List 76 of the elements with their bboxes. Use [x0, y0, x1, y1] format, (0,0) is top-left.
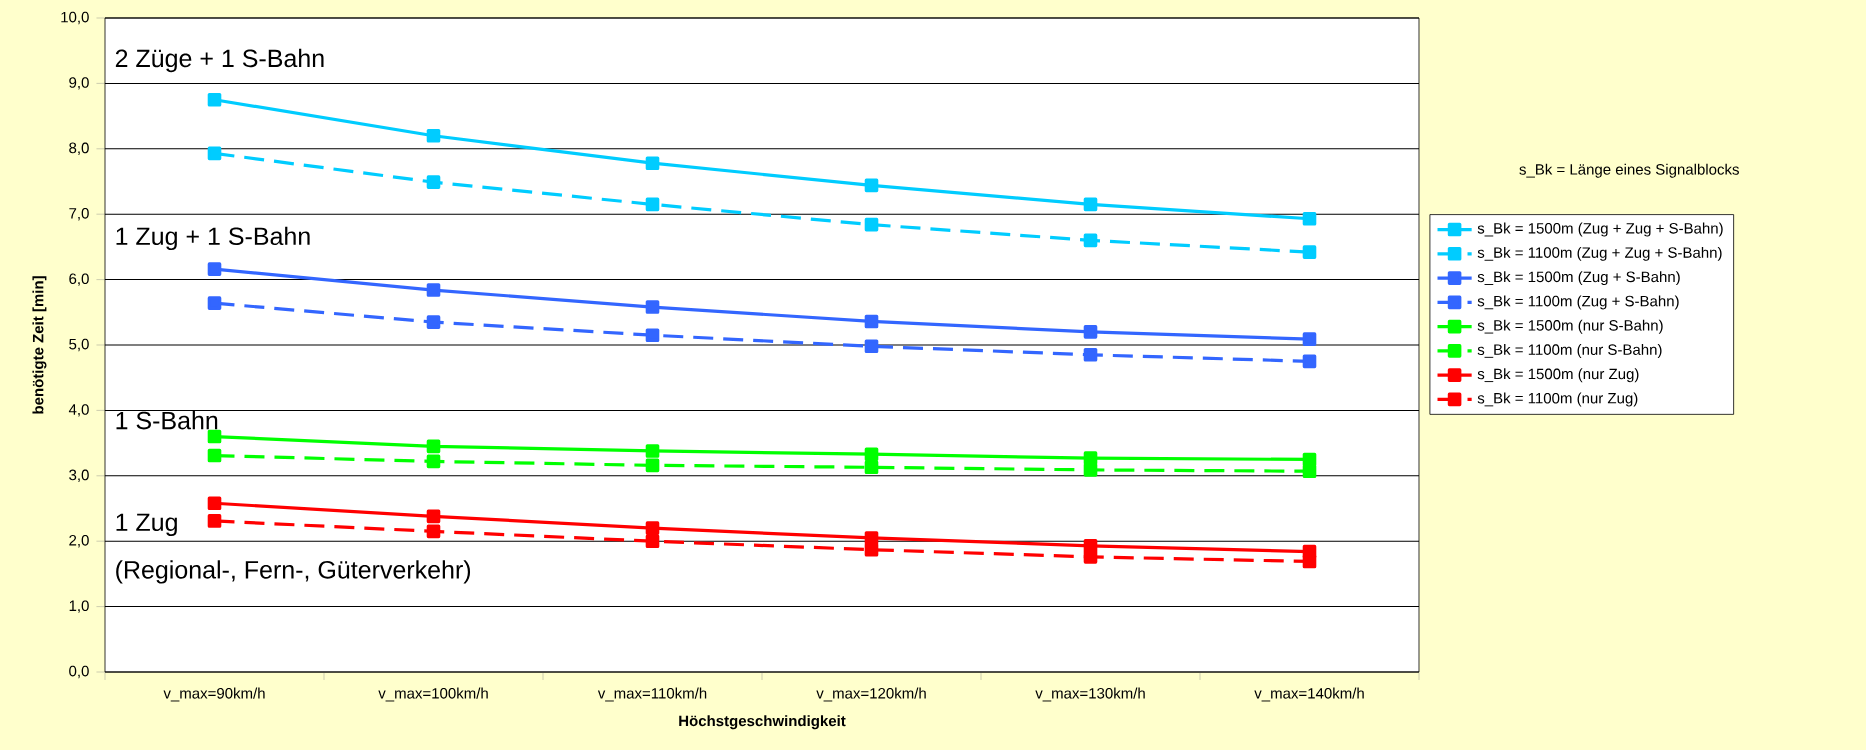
- annotation: 1 Zug: [116, 513, 177, 537]
- annotation: 2 Züge + 1 S-Bahn: [115, 48, 324, 73]
- point: [645, 534, 660, 548]
- x-tick-label: v_max=140km/h: [1254, 687, 1364, 702]
- point: [207, 496, 222, 511]
- point: [864, 339, 879, 354]
- point: [1083, 550, 1098, 564]
- x-tick-label: v_max=130km/h: [1035, 687, 1145, 702]
- point: [1302, 464, 1317, 479]
- legend-label: s_Bk = 1500m (Zug + S-Bahn): [1477, 271, 1680, 286]
- point: [645, 444, 660, 458]
- point: [207, 296, 222, 310]
- point: [645, 328, 660, 342]
- y-tick-label: 0,0: [69, 665, 89, 679]
- point: [1083, 463, 1098, 477]
- y-tick-label: 9,0: [69, 77, 89, 90]
- y-tick-label: 4,0: [68, 404, 89, 417]
- y-tick-label: 1,0: [69, 600, 89, 613]
- y-axis-title: benötigte Zeit [min]: [32, 276, 47, 414]
- point: [426, 524, 441, 539]
- point: [645, 458, 660, 473]
- legend-label: s_Bk = 1500m (nur S-Bahn): [1477, 319, 1663, 334]
- point: [864, 542, 879, 557]
- y-tick-label: 3,0: [69, 469, 89, 482]
- y-tick-label: 8,0: [69, 142, 89, 155]
- point: [207, 262, 222, 276]
- point: [864, 314, 879, 329]
- point: [1083, 348, 1098, 362]
- legend-label: s_Bk = 1500m (nur Zug): [1477, 368, 1639, 383]
- y-tick-label: 6,0: [69, 273, 89, 286]
- y-tick-label: 5,0: [69, 338, 89, 352]
- y-tick-label: 2,0: [69, 535, 89, 548]
- point: [864, 178, 879, 193]
- point: [1302, 245, 1317, 259]
- x-tick-label: v_max=100km/h: [378, 687, 488, 702]
- annotation: (Regional-, Fern-, Güterverkehr): [116, 560, 471, 584]
- y-tick-label: 10,0: [61, 11, 89, 25]
- point: [426, 128, 441, 143]
- point: [426, 509, 441, 524]
- point: [426, 283, 441, 297]
- legend-label: s_Bk = 1100m (Zug + S-Bahn): [1477, 295, 1679, 310]
- point: [426, 454, 441, 469]
- legend-label: s_Bk = 1100m (Zug + Zug + S-Bahn): [1477, 246, 1722, 261]
- point: [207, 514, 222, 528]
- point: [645, 197, 660, 212]
- point: [645, 521, 660, 535]
- point: [645, 156, 660, 170]
- y-tick-label: 7,0: [69, 208, 89, 221]
- x-tick-label: v_max=90km/h: [163, 687, 265, 702]
- point: [207, 92, 222, 107]
- point: [1083, 325, 1098, 339]
- x-axis-title: Höchstgeschwindigkeit: [679, 715, 846, 730]
- annotation: 1 S-Bahn: [116, 411, 218, 430]
- annotation: 1 Zug + 1 S-Bahn: [116, 226, 310, 251]
- x-tick-label: v_max=120km/h: [816, 687, 926, 702]
- x-tick-label: v_max=110km/h: [597, 687, 707, 702]
- point: [207, 146, 222, 161]
- legend-label: s_Bk = 1500m (Zug + Zug + S-Bahn): [1477, 222, 1723, 237]
- point: [1302, 332, 1317, 346]
- point: [1302, 554, 1317, 569]
- point: [1083, 197, 1098, 212]
- point: [864, 447, 879, 462]
- legend-label: s_Bk = 1100m (nur Zug): [1477, 392, 1638, 407]
- point: [645, 300, 660, 314]
- point: [426, 439, 441, 454]
- point: [864, 217, 879, 232]
- point: [864, 460, 879, 475]
- point: [207, 448, 222, 463]
- point: [1302, 211, 1317, 226]
- point: [426, 175, 441, 189]
- point: [426, 315, 441, 329]
- point: [207, 429, 222, 444]
- point: [1083, 233, 1098, 248]
- point: [1302, 354, 1317, 369]
- legend-label: s_Bk = 1100m (nur S-Bahn): [1477, 343, 1662, 358]
- legend-title: s_Bk = Länge eines Signalblocks: [1519, 163, 1739, 178]
